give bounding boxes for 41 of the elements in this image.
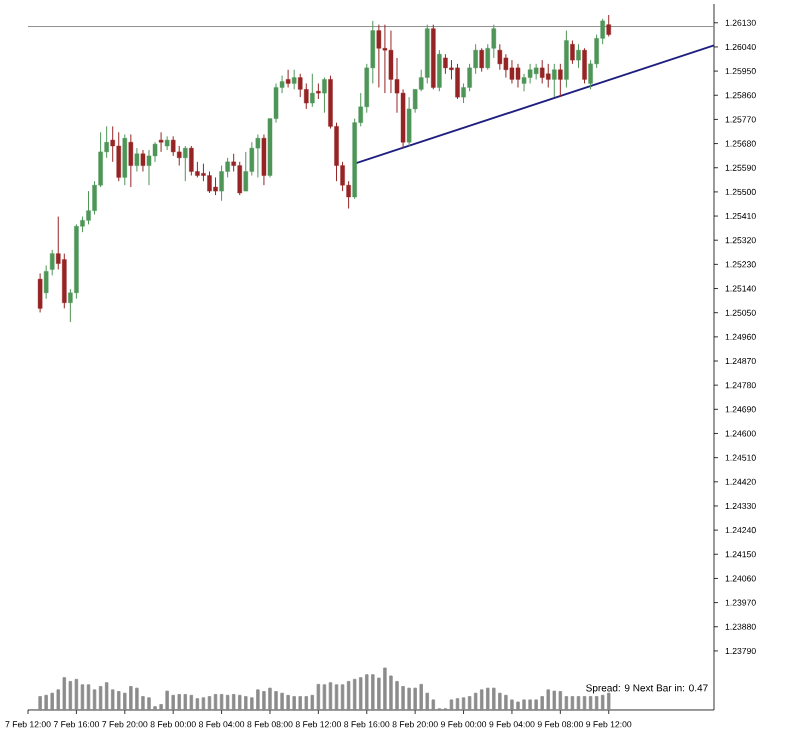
candlestick (558, 63, 563, 98)
candlestick (237, 161, 242, 196)
candlestick (576, 43, 581, 69)
candlestick (322, 77, 327, 114)
candlestick (443, 53, 448, 75)
candlestick (261, 133, 267, 186)
candlestick (515, 63, 521, 88)
candlestick (310, 73, 315, 108)
candlestick (527, 63, 533, 84)
candlestick (134, 147, 140, 172)
candlestick (183, 145, 188, 182)
candlestick (207, 170, 212, 194)
candlestick (437, 49, 442, 92)
candlestick (564, 30, 569, 88)
candlestick (376, 24, 382, 88)
candlestick (497, 43, 503, 71)
candlestick (146, 149, 152, 186)
candlestick (122, 133, 128, 186)
candlestick (304, 82, 309, 110)
candlestick (140, 149, 146, 172)
candlestick (606, 14, 611, 37)
candlestick (552, 63, 557, 98)
candlestick (291, 69, 297, 90)
candlestick (545, 63, 551, 88)
candlestick (255, 133, 261, 178)
candlestick (285, 69, 291, 88)
candlestick (582, 47, 587, 84)
candlestick (539, 59, 545, 84)
candlestick (382, 24, 388, 94)
candlestick (128, 133, 134, 188)
candlestick (189, 145, 194, 177)
candlestick (406, 96, 412, 147)
candlestick (533, 63, 539, 80)
candlestick (479, 47, 484, 73)
candlestick (509, 59, 515, 84)
candlestick (455, 63, 460, 100)
candlestick (570, 40, 575, 65)
candlestick (219, 165, 224, 202)
candlestick (116, 131, 121, 182)
candlestick (158, 131, 164, 153)
candlestick (37, 273, 43, 313)
